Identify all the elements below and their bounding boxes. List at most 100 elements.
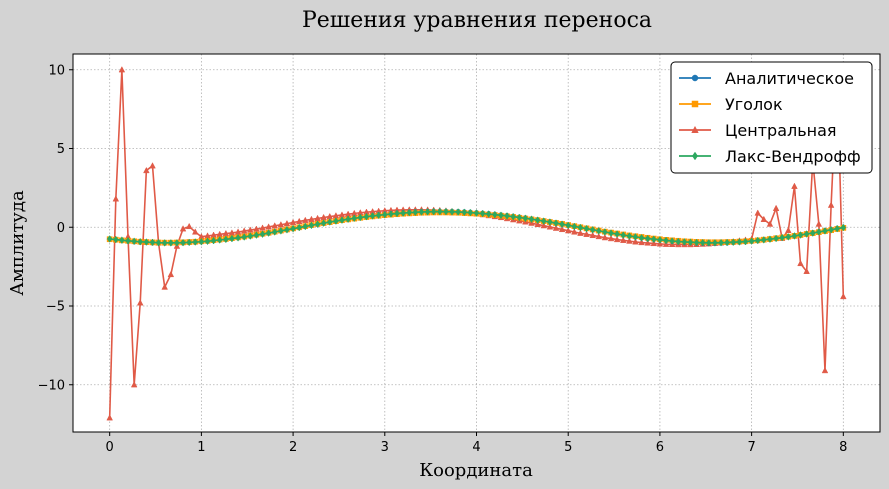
data-point xyxy=(308,221,315,230)
data-point xyxy=(840,223,846,232)
data-point xyxy=(577,229,584,236)
data-point xyxy=(687,238,694,247)
data-point xyxy=(767,235,773,244)
data-point xyxy=(797,259,804,267)
data-point xyxy=(650,239,658,247)
data-point xyxy=(351,214,357,223)
data-point xyxy=(136,299,144,306)
data-point xyxy=(816,228,822,236)
data-point xyxy=(754,209,762,216)
data-point xyxy=(645,234,651,243)
data-point xyxy=(235,233,241,242)
data-point xyxy=(577,223,584,232)
legend-item: Лакс-Вендрофф xyxy=(679,147,861,166)
x-tick-label: 8 xyxy=(839,440,847,455)
data-point xyxy=(510,212,516,221)
data-point xyxy=(314,220,321,229)
data-point xyxy=(449,207,455,216)
data-point xyxy=(149,162,156,169)
data-point xyxy=(125,236,131,245)
data-point xyxy=(113,235,119,244)
data-point xyxy=(400,209,406,217)
data-point xyxy=(828,225,834,234)
data-point xyxy=(382,210,388,219)
data-point xyxy=(669,237,675,245)
data-point xyxy=(724,238,730,247)
data-point xyxy=(339,216,345,224)
data-point xyxy=(278,227,284,235)
data-point xyxy=(613,235,621,243)
data-point xyxy=(791,232,798,240)
data-point xyxy=(718,238,724,247)
data-point xyxy=(412,208,418,217)
series-4 xyxy=(107,207,846,247)
data-point xyxy=(345,215,351,224)
data-point xyxy=(791,182,798,189)
data-point xyxy=(455,208,461,216)
data-point xyxy=(498,211,504,220)
data-point xyxy=(186,238,192,247)
data-point xyxy=(827,201,835,208)
data-point xyxy=(596,227,602,235)
data-point xyxy=(492,210,498,219)
data-point xyxy=(589,231,596,239)
y-axis-ticks: −10 −5 0 5 10 xyxy=(38,63,73,393)
data-point xyxy=(333,217,339,225)
data-point xyxy=(803,230,810,238)
data-point xyxy=(179,225,187,232)
data-point xyxy=(558,225,566,233)
series-layer xyxy=(106,66,847,421)
data-point xyxy=(602,228,608,236)
data-point xyxy=(773,234,779,243)
data-point xyxy=(522,214,529,223)
chart-title: Решения уравнения переноса xyxy=(302,8,652,33)
data-point xyxy=(840,292,847,300)
data-point xyxy=(167,270,175,278)
data-point xyxy=(106,414,113,421)
data-point xyxy=(766,220,774,227)
x-tick-label: 4 xyxy=(472,440,480,455)
data-point xyxy=(486,210,492,218)
data-point xyxy=(388,210,394,218)
data-point xyxy=(810,229,816,237)
data-point xyxy=(107,235,113,243)
data-point xyxy=(467,208,473,217)
data-point xyxy=(742,237,749,246)
data-point xyxy=(564,227,572,234)
data-point xyxy=(174,239,180,247)
data-point xyxy=(143,166,150,174)
data-point xyxy=(241,233,247,241)
data-point xyxy=(730,238,736,247)
legend-item: Уголок xyxy=(679,95,783,114)
x-tick-label: 7 xyxy=(747,440,755,455)
data-point xyxy=(607,234,615,242)
data-point xyxy=(821,366,829,374)
x-axis-label: Координата xyxy=(419,460,533,481)
data-point xyxy=(601,233,609,241)
data-point xyxy=(657,236,663,244)
legend-item: Центральная xyxy=(679,121,837,140)
data-point xyxy=(712,239,718,247)
legend-label: Уголок xyxy=(725,95,783,114)
data-point xyxy=(748,237,755,245)
data-point xyxy=(296,223,302,232)
data-point xyxy=(168,239,174,247)
data-point xyxy=(516,213,522,222)
data-point xyxy=(638,238,645,246)
data-point xyxy=(583,224,590,233)
data-point xyxy=(755,236,761,245)
data-point xyxy=(547,218,553,226)
y-axis-label: Амплитуда xyxy=(7,190,28,296)
data-point xyxy=(638,233,645,242)
data-point xyxy=(675,237,681,246)
data-point xyxy=(528,215,535,224)
data-point xyxy=(779,233,785,242)
y-tick-label: 10 xyxy=(48,63,65,78)
data-point xyxy=(327,218,333,226)
data-point xyxy=(376,211,382,220)
data-point xyxy=(204,237,211,246)
data-point xyxy=(535,216,541,224)
data-point xyxy=(259,230,266,238)
data-point xyxy=(834,224,840,233)
